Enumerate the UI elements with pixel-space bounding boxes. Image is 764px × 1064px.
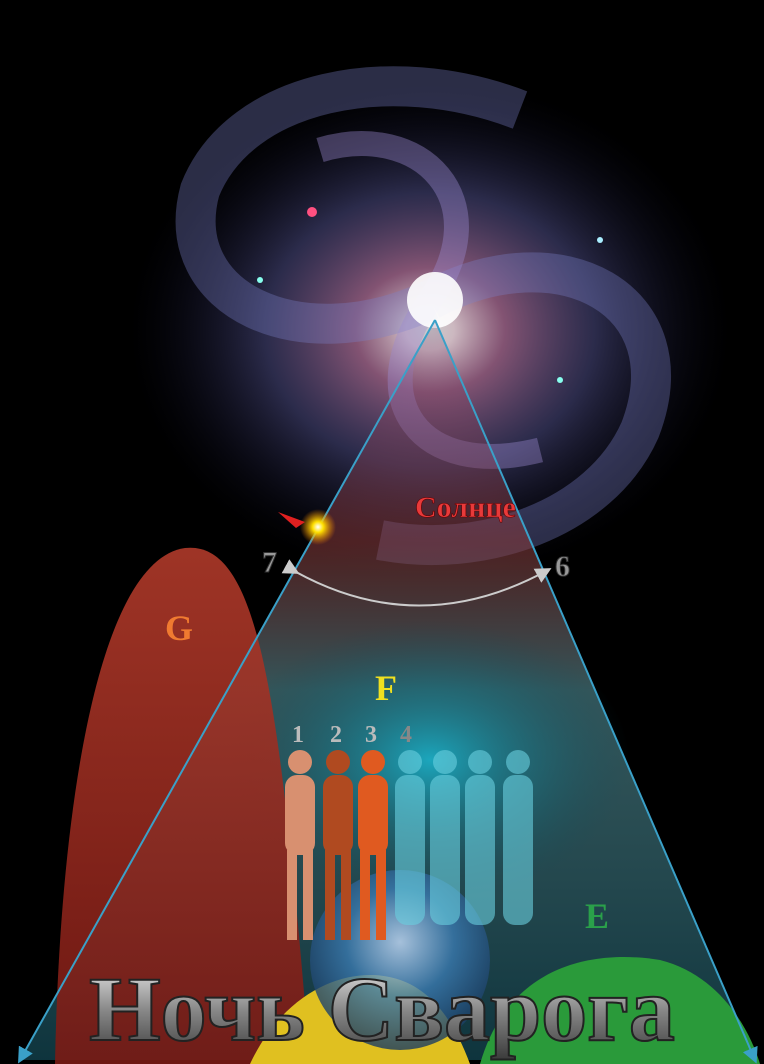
zone-label: G	[165, 608, 193, 648]
figure-number: 4	[400, 722, 412, 748]
sun-pointer	[278, 512, 305, 528]
figure-number: 2	[330, 722, 342, 748]
e-hill	[480, 956, 760, 1064]
zone-label: F	[375, 668, 397, 708]
figures	[285, 750, 533, 940]
title: Ночь Сварога	[89, 958, 675, 1060]
point-label: 7	[262, 546, 277, 579]
edge-left	[18, 319, 436, 1064]
arc	[281, 559, 552, 607]
figure-number: 3	[365, 722, 377, 748]
edge-right	[434, 319, 758, 1064]
g-hill	[55, 547, 310, 1064]
zone-label: E	[585, 896, 609, 936]
sun-label: Солнце	[415, 491, 516, 524]
sun	[300, 509, 336, 545]
figure-number: 1	[292, 722, 304, 748]
point-label: 6	[555, 550, 570, 583]
